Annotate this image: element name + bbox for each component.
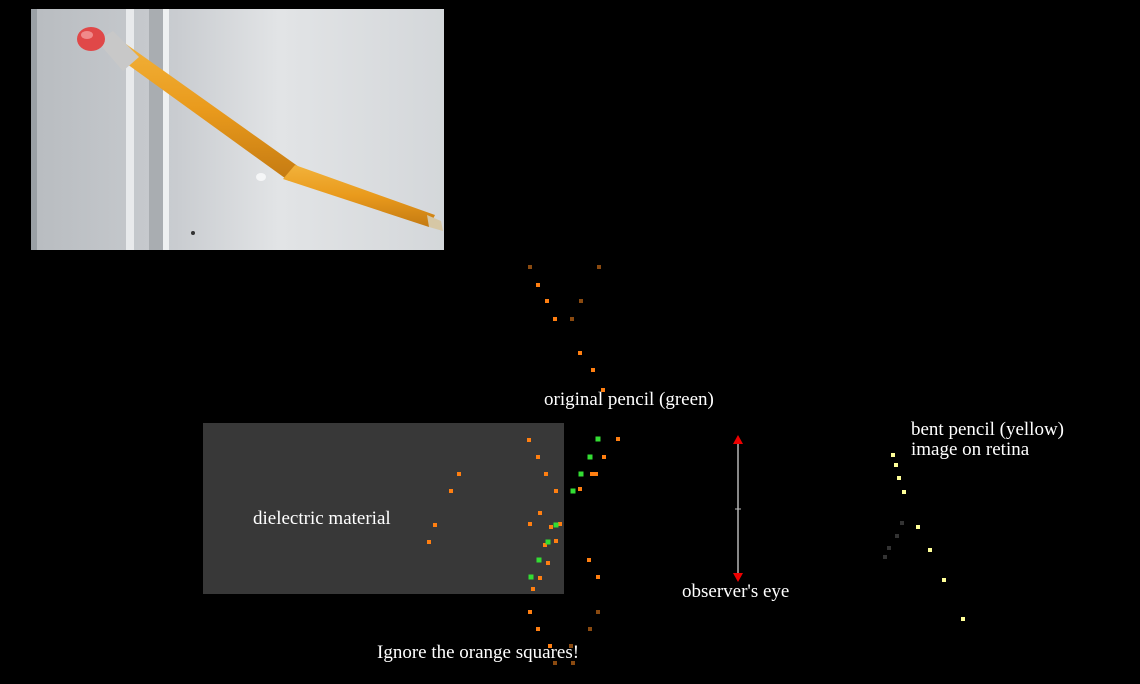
yellow-retina-point	[897, 476, 901, 480]
green-pencil-point	[536, 557, 542, 563]
orange-square	[594, 472, 598, 476]
dielectric-label: dielectric material	[253, 508, 391, 529]
green-pencil-point	[553, 522, 559, 528]
orange-square	[457, 472, 461, 476]
faint-retina-point	[895, 534, 899, 538]
orange-square	[602, 455, 606, 459]
orange-square	[553, 661, 557, 665]
orange-square	[449, 489, 453, 493]
orange-square	[538, 576, 542, 580]
orange-square	[587, 558, 591, 562]
orange-square	[545, 299, 549, 303]
yellow-retina-point	[891, 453, 895, 457]
orange-square	[597, 265, 601, 269]
orange-square	[544, 472, 548, 476]
orange-square	[548, 644, 552, 648]
orange-square	[549, 525, 553, 529]
yellow-retina-point	[928, 548, 932, 552]
green-pencil-point	[578, 471, 584, 477]
yellow-retina-point	[942, 578, 946, 582]
green-pencil-point	[595, 436, 601, 442]
bent-pencil-label: bent pencil (yellow)	[911, 419, 1065, 440]
orange-square	[538, 511, 542, 515]
orange-square	[558, 522, 562, 526]
arrow-down-icon	[733, 573, 743, 582]
orange-square	[433, 523, 437, 527]
ignore-note: Ignore the orange squares!	[377, 642, 580, 663]
yellow-retina-point	[894, 463, 898, 467]
green-pencil-point	[545, 539, 551, 545]
orange-square	[528, 265, 532, 269]
orange-square	[590, 472, 594, 476]
orange-square	[536, 627, 540, 631]
orange-square	[596, 575, 600, 579]
orange-square	[554, 489, 558, 493]
orange-square	[536, 283, 540, 287]
orange-square	[578, 351, 582, 355]
orange-square	[531, 587, 535, 591]
dielectric-material-region	[203, 423, 564, 594]
orange-square	[570, 317, 574, 321]
orange-square	[427, 540, 431, 544]
faint-retina-point	[887, 546, 891, 550]
orange-square	[536, 455, 540, 459]
green-pencil-point	[587, 454, 593, 460]
orange-square	[596, 610, 600, 614]
orange-square	[588, 627, 592, 631]
observer-eye-label: observer's eye	[682, 581, 790, 602]
orange-square	[546, 561, 550, 565]
yellow-retina-point	[916, 525, 920, 529]
orange-square	[601, 388, 605, 392]
orange-square	[553, 317, 557, 321]
orange-square	[527, 438, 531, 442]
orange-square	[591, 368, 595, 372]
orange-square	[528, 610, 532, 614]
faint-retina-point	[883, 555, 887, 559]
orange-square	[554, 539, 558, 543]
retina-image-label: image on retina	[911, 439, 1030, 460]
bent-pencil-photo	[31, 9, 444, 250]
green-pencil-point	[528, 574, 534, 580]
orange-square	[543, 543, 547, 547]
orange-square	[578, 487, 582, 491]
original-pencil-label: original pencil (green)	[544, 389, 714, 410]
arrow-up-icon	[733, 435, 743, 444]
orange-square	[616, 437, 620, 441]
yellow-retina-point	[902, 490, 906, 494]
green-pencil-point	[570, 488, 576, 494]
yellow-retina-point	[961, 617, 965, 621]
orange-square	[528, 522, 532, 526]
faint-retina-point	[900, 521, 904, 525]
orange-square	[571, 661, 575, 665]
orange-square	[579, 299, 583, 303]
orange-square	[569, 644, 573, 648]
